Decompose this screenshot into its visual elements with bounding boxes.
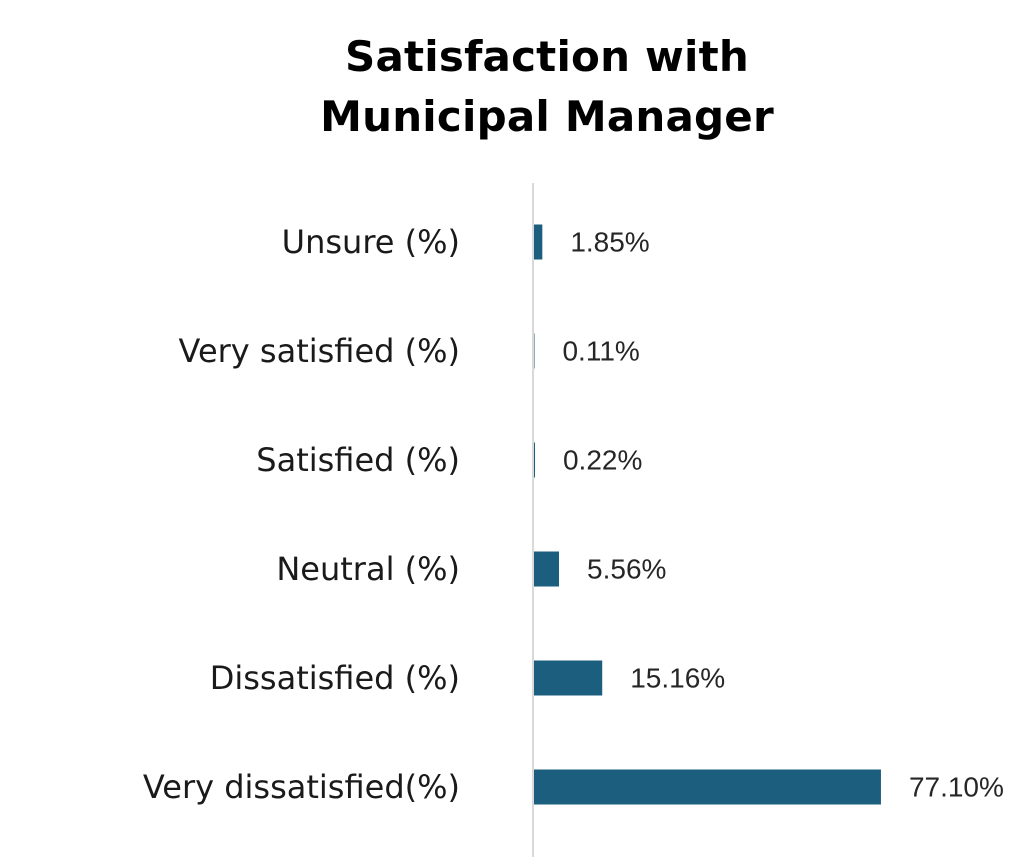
category-label: Unsure (%) <box>282 223 460 261</box>
bar <box>534 442 535 478</box>
category-label: Very satisfied (%) <box>179 332 460 370</box>
category-label: Neutral (%) <box>276 550 460 588</box>
bar <box>534 224 543 260</box>
data-label: 5.56% <box>587 554 666 585</box>
chart-title-line-1: Satisfaction with <box>345 32 749 81</box>
category-label: Satisfied (%) <box>256 441 460 479</box>
category-label: Dissatisfied (%) <box>210 659 460 697</box>
data-label: 0.11% <box>562 336 639 367</box>
data-label: 77.10% <box>909 772 1004 803</box>
data-label: 0.22% <box>563 445 642 476</box>
data-label: 1.85% <box>570 227 649 258</box>
data-label: 15.16% <box>630 663 725 694</box>
category-label: Very dissatisfied(%) <box>143 768 460 806</box>
bar <box>534 769 881 805</box>
bar <box>534 660 603 696</box>
chart-title-line-2: Municipal Manager <box>320 92 774 141</box>
bar <box>534 551 560 587</box>
